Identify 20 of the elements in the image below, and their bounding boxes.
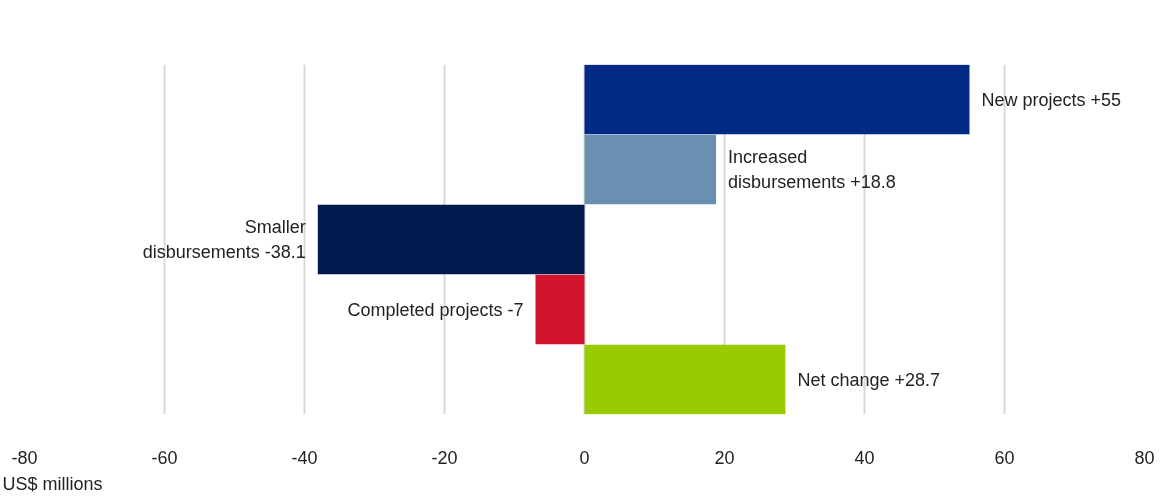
- x-tick-label: -20: [431, 447, 458, 468]
- bar: [584, 64, 970, 135]
- bar: [584, 134, 717, 205]
- category-label: Smaller disbursements -38.1: [142, 217, 306, 262]
- x-tick-label: 20: [714, 447, 735, 468]
- x-tick-label: 40: [854, 447, 875, 468]
- x-tick-label: 0: [579, 447, 590, 468]
- x-tick-label: -60: [151, 447, 178, 468]
- x-tick-label: -80: [11, 447, 38, 468]
- category-label: Net change +28.7: [797, 369, 941, 390]
- bar: [535, 274, 585, 345]
- x-axis-title: US$ millions: [2, 473, 103, 494]
- x-tick-label: 80: [1134, 447, 1155, 468]
- x-tick-label: -40: [291, 447, 318, 468]
- category-label: Completed projects -7: [347, 299, 524, 320]
- bar: [584, 344, 786, 415]
- category-label: Increased disbursements +18.8: [728, 147, 896, 192]
- x-tick-label: 60: [994, 447, 1015, 468]
- bar: [317, 204, 585, 275]
- category-label: New projects +55: [981, 89, 1122, 110]
